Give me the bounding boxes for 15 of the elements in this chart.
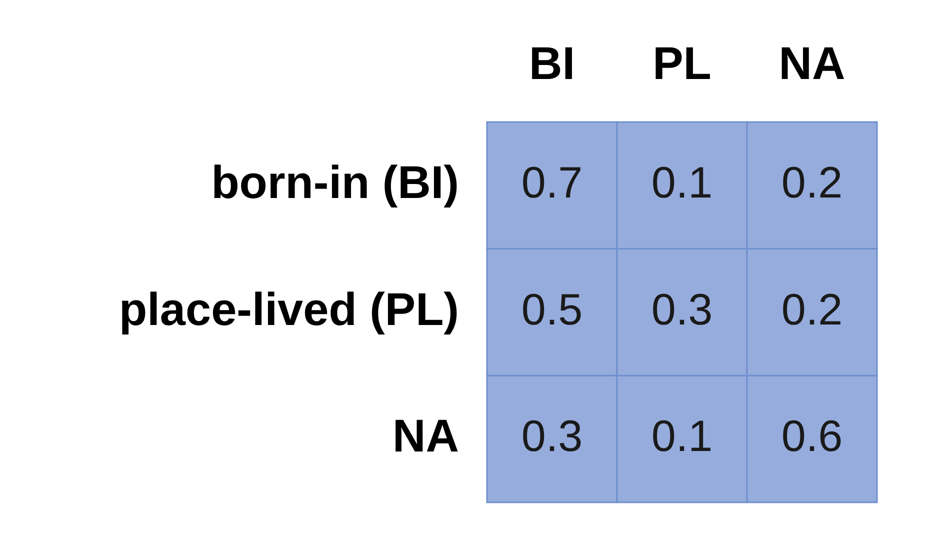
x-tick-label: NA: [778, 37, 846, 90]
data-label: 0.2: [781, 285, 843, 334]
y-tick-label: born-in (BI): [211, 156, 459, 208]
y-tick-label: NA: [392, 410, 459, 462]
data-label: 0.3: [651, 285, 713, 334]
data-label: 0.1: [651, 158, 713, 208]
data-label: 0.7: [521, 158, 583, 208]
x-tick-label: PL: [652, 37, 712, 90]
y-tick-label: place-lived (PL): [119, 282, 459, 335]
data-label: 0.2: [781, 158, 843, 208]
data-label: 0.1: [651, 412, 713, 462]
data-label: 0.3: [521, 412, 583, 462]
data-label: 0.6: [781, 412, 843, 462]
x-tick-label: BI: [529, 37, 575, 90]
data-label: 0.5: [521, 285, 583, 334]
